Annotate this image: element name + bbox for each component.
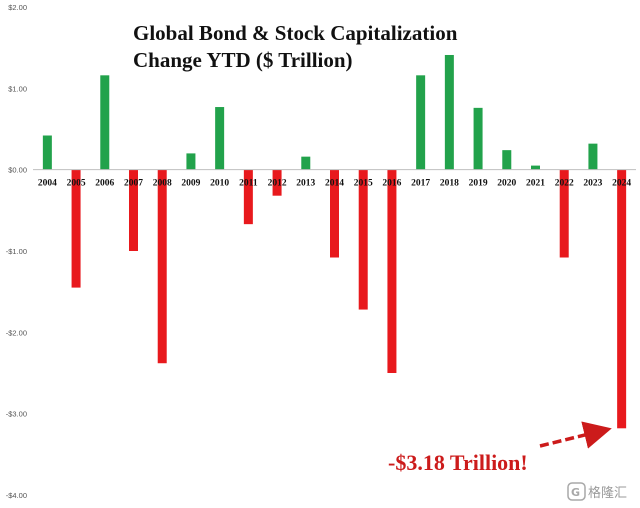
chart-title-line-1: Global Bond & Stock Capitalization — [133, 21, 458, 45]
bar-2012 — [272, 169, 282, 196]
chart-title: Global Bond & Stock Capitalization Chang… — [133, 21, 458, 72]
callout-text: -$3.18 Trillion! — [388, 450, 528, 475]
bar-2016 — [387, 169, 397, 373]
bars — [42, 54, 627, 429]
bar-2014 — [330, 169, 339, 258]
x-tick-label-2022: 2022 — [555, 179, 574, 189]
y-tick-label: -$3.00 — [6, 410, 27, 419]
bar-2024 — [617, 169, 627, 429]
x-tick-label-2013: 2013 — [296, 179, 315, 189]
bar-2017 — [416, 75, 426, 170]
callout-arrow — [539, 421, 612, 449]
y-tick-label: $0.00 — [8, 166, 27, 175]
bar-2021 — [531, 165, 540, 170]
bar-2007 — [129, 169, 138, 251]
watermark: G 格隆汇 — [567, 482, 627, 501]
bar-2010 — [215, 107, 225, 170]
watermark-text: 格隆汇 — [588, 485, 627, 501]
y-axis: $2.00 $1.00 $0.00 -$1.00 -$2.00 -$3.00 -$4.00 — [6, 3, 27, 500]
bar-2020 — [502, 150, 512, 170]
bar-2019 — [473, 107, 483, 170]
bar-2009 — [186, 153, 196, 170]
x-tick-label-2008: 2008 — [153, 179, 172, 189]
x-tick-label-2010: 2010 — [210, 179, 229, 189]
bar-2015 — [358, 169, 368, 310]
x-tick-label-2023: 2023 — [583, 179, 602, 189]
x-axis: 2004 2005 2006 2007 2008 2009 2010 2011 2012 2013… — [38, 179, 632, 189]
x-tick-label-2018: 2018 — [440, 179, 459, 189]
bar-2022 — [559, 169, 569, 258]
x-tick-label-2024: 2024 — [612, 179, 631, 189]
x-tick-label-2012: 2012 — [268, 179, 287, 189]
x-tick-label-2017: 2017 — [411, 179, 430, 189]
x-tick-label-2007: 2007 — [124, 179, 143, 189]
x-tick-label-2021: 2021 — [526, 179, 545, 189]
bar-2018 — [444, 54, 454, 170]
bar-2023 — [588, 143, 598, 170]
g-logo-icon: G — [567, 482, 586, 501]
bar-2011 — [243, 169, 253, 225]
y-tick-label: $1.00 — [8, 84, 27, 93]
bar-2005 — [71, 169, 81, 288]
chart-title-line-2: Change YTD ($ Trillion) — [133, 48, 353, 72]
x-tick-label-2011: 2011 — [239, 179, 258, 189]
x-tick-label-2019: 2019 — [469, 179, 488, 189]
callout: -$3.18 Trillion! — [388, 421, 612, 475]
x-tick-label-2006: 2006 — [95, 179, 114, 189]
bar-2008 — [157, 169, 167, 364]
x-tick-label-2020: 2020 — [497, 179, 516, 189]
x-tick-label-2015: 2015 — [354, 179, 373, 189]
y-tick-label: -$4.00 — [6, 491, 27, 500]
bar-2004 — [42, 135, 52, 170]
x-tick-label-2009: 2009 — [181, 179, 200, 189]
y-tick-label: $2.00 — [8, 3, 27, 12]
x-tick-label-2004: 2004 — [38, 179, 57, 189]
svg-text:G: G — [571, 486, 580, 499]
x-tick-label-2005: 2005 — [67, 179, 86, 189]
bar-2006 — [100, 75, 110, 170]
y-tick-label: -$2.00 — [6, 328, 27, 337]
x-tick-label-2016: 2016 — [382, 179, 401, 189]
bar-2013 — [301, 156, 311, 170]
y-tick-label: -$1.00 — [6, 247, 27, 256]
x-tick-label-2014: 2014 — [325, 179, 344, 189]
